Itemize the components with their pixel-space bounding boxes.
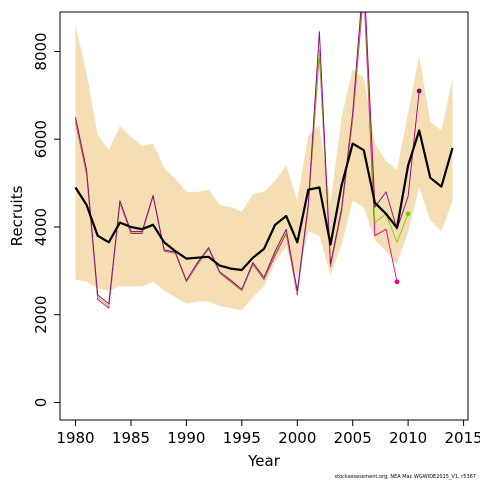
- plot-frame: [59, 11, 469, 421]
- series-line-retro-2010: [75, 12, 409, 307]
- end-point-2011: [416, 88, 422, 94]
- x-tick-label-2015: 2015: [445, 429, 480, 447]
- x-axis-title: Year: [247, 452, 281, 470]
- confidence-band: [75, 25, 453, 311]
- y-tick-label-0: 0: [32, 398, 50, 408]
- end-point-2009: [394, 279, 400, 285]
- x-tick-label-1995: 1995: [223, 429, 261, 447]
- x-tick-label-2010: 2010: [389, 429, 427, 447]
- end-point-2010: [405, 211, 411, 217]
- y-tick-label-4000: 4000: [32, 208, 50, 246]
- x-tick-label-2005: 2005: [334, 429, 372, 447]
- x-tick-label-1985: 1985: [112, 429, 150, 447]
- credit-note: stockassessment.org, NEA Mac WGWIDE2015_…: [335, 474, 476, 480]
- x-axis: 1980 1985 1990 1995 2000 2005 2010 2015: [56, 420, 480, 447]
- x-tick-label-1990: 1990: [167, 429, 205, 447]
- x-tick-label-2000: 2000: [278, 429, 316, 447]
- y-tick-label-2000: 2000: [32, 296, 50, 334]
- plot-area: [74, 12, 454, 311]
- y-axis-title: Recruits: [8, 185, 26, 246]
- series-line-estimate: [74, 129, 454, 272]
- series-layer: [74, 12, 454, 309]
- x-tick-label-1980: 1980: [56, 429, 94, 447]
- end-points-layer: [394, 88, 422, 285]
- series-line-retro-2011: [75, 12, 420, 305]
- y-tick-label-8000: 8000: [32, 32, 50, 70]
- y-tick-label-6000: 6000: [32, 120, 50, 158]
- y-axis: 0 2000 4000 6000 8000: [32, 32, 60, 407]
